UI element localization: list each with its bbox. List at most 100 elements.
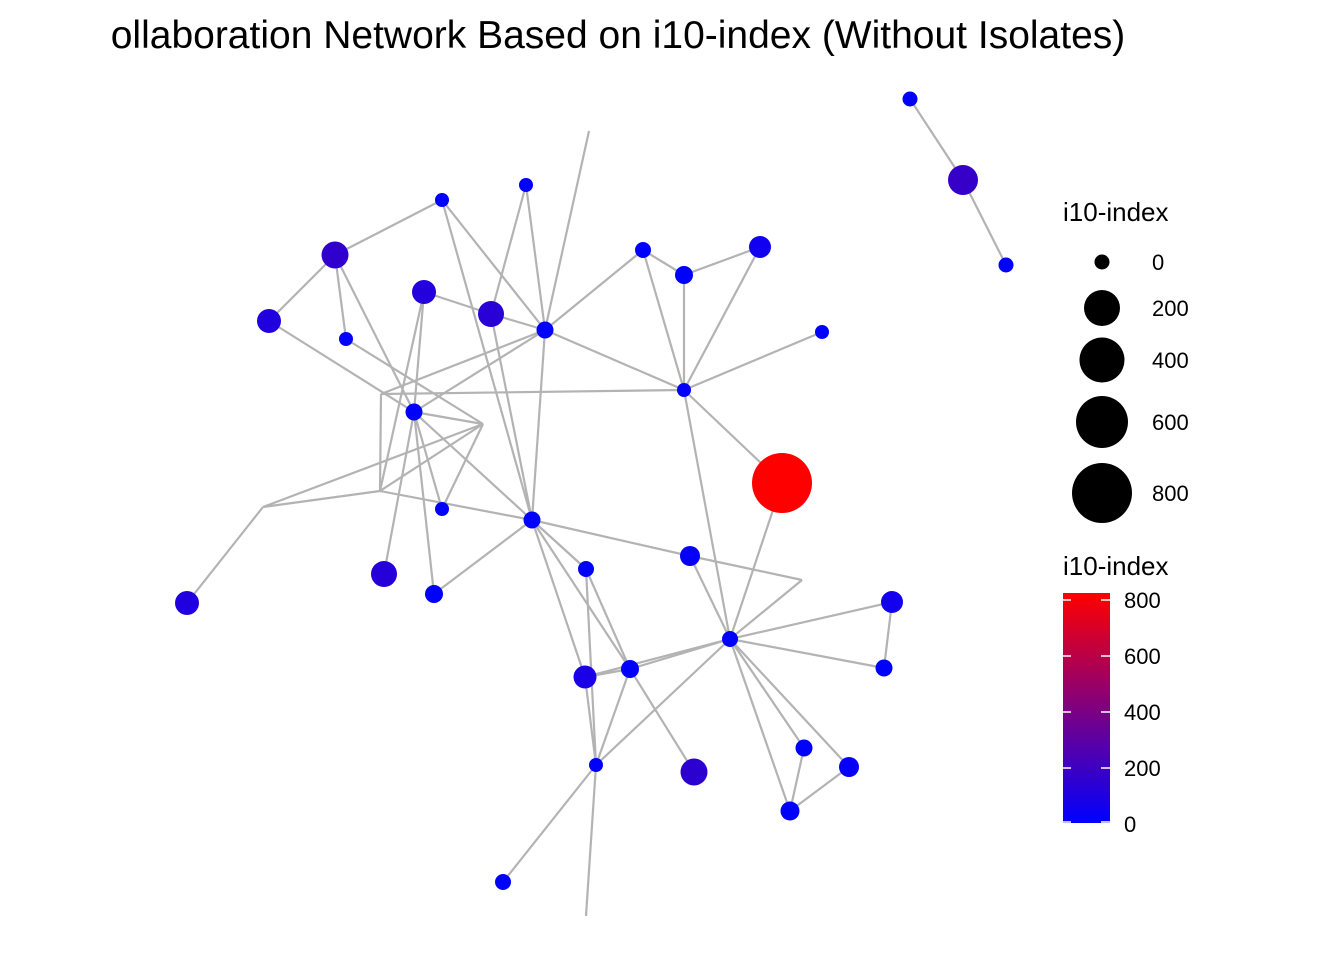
size-legend-label-800: 800 xyxy=(1152,481,1189,506)
edge xyxy=(683,246,761,391)
network-node xyxy=(902,91,918,107)
edge xyxy=(412,291,426,413)
edge xyxy=(382,411,416,575)
edge xyxy=(689,554,803,582)
network-node xyxy=(998,257,1014,273)
size-legend-label-200: 200 xyxy=(1152,296,1189,321)
edge xyxy=(412,411,436,595)
network-node xyxy=(680,546,700,566)
edge xyxy=(909,98,964,181)
network-node xyxy=(635,242,651,258)
color-legend-label-400: 400 xyxy=(1124,700,1161,725)
edge xyxy=(962,179,1007,266)
size-legend-key-600 xyxy=(1076,396,1128,448)
edge xyxy=(729,600,893,641)
edge xyxy=(333,254,348,340)
plot-title: ollaboration Network Based on i10-index … xyxy=(111,14,1126,57)
network-node xyxy=(621,660,639,678)
network-node xyxy=(495,874,511,890)
network-node xyxy=(257,309,281,333)
network-node xyxy=(875,659,893,677)
edge xyxy=(544,328,685,392)
edge xyxy=(502,764,597,883)
size-legend-key-0 xyxy=(1094,254,1110,270)
edge xyxy=(683,245,761,277)
edges-layer xyxy=(186,98,1007,917)
network-node xyxy=(815,325,829,339)
network-node xyxy=(371,561,397,587)
network-node xyxy=(478,301,504,327)
edge xyxy=(262,422,484,509)
edge xyxy=(729,638,850,768)
edge xyxy=(379,423,484,492)
edge xyxy=(641,249,686,391)
edge xyxy=(441,423,484,510)
network-node xyxy=(573,665,597,689)
edge xyxy=(729,579,803,640)
edge xyxy=(413,410,484,426)
edge xyxy=(530,329,547,521)
edge xyxy=(882,601,894,669)
color-legend-ticks xyxy=(1063,599,1110,823)
edge xyxy=(440,199,534,521)
edge xyxy=(728,638,792,812)
edge xyxy=(413,411,533,521)
edge xyxy=(594,668,632,766)
edge xyxy=(268,320,415,413)
edge xyxy=(413,329,546,413)
color-legend: i10-index 800 600 400 200 0 xyxy=(1063,551,1169,837)
edge xyxy=(583,676,598,766)
edge xyxy=(268,254,336,322)
color-legend-label-800: 800 xyxy=(1124,588,1161,613)
edge xyxy=(379,489,533,522)
edge xyxy=(433,519,533,595)
edge xyxy=(378,291,426,492)
network-node xyxy=(780,801,800,821)
edge xyxy=(489,313,534,521)
network-node xyxy=(519,178,533,192)
edge xyxy=(729,638,805,749)
size-legend-key-400 xyxy=(1079,337,1125,383)
edge xyxy=(262,489,381,509)
edge xyxy=(531,519,631,670)
network-node xyxy=(321,241,349,269)
network-node xyxy=(425,585,443,603)
color-legend-label-200: 200 xyxy=(1124,756,1161,781)
edge xyxy=(531,518,691,558)
edge xyxy=(682,389,732,640)
edge xyxy=(543,130,591,331)
edge xyxy=(629,637,731,671)
edge xyxy=(334,199,443,256)
edge xyxy=(789,766,850,812)
edge xyxy=(531,519,587,570)
edge xyxy=(584,764,598,917)
edge xyxy=(524,184,547,331)
network-node xyxy=(435,193,449,207)
edge xyxy=(729,637,885,670)
edge xyxy=(380,328,546,396)
network-node xyxy=(722,631,738,647)
network-node xyxy=(412,280,436,304)
edge xyxy=(788,747,806,812)
network-node xyxy=(749,236,771,258)
network-node xyxy=(435,502,449,516)
size-legend-label-600: 600 xyxy=(1152,410,1189,435)
edge xyxy=(378,393,383,492)
network-node xyxy=(339,332,353,346)
network-node xyxy=(948,165,978,195)
edge xyxy=(584,568,632,670)
network-node xyxy=(405,403,423,421)
color-legend-label-0: 0 xyxy=(1124,812,1136,837)
edge xyxy=(489,184,528,315)
edge xyxy=(186,506,264,604)
network-node xyxy=(589,758,603,772)
size-legend: i10-index 0 200 400 600 800 xyxy=(1063,197,1189,523)
color-legend-bar xyxy=(1063,593,1110,823)
network-node xyxy=(675,266,693,284)
edge xyxy=(380,388,685,396)
color-legend-label-600: 600 xyxy=(1124,644,1161,669)
edge xyxy=(595,638,731,766)
network-node xyxy=(536,321,554,339)
edge xyxy=(584,568,598,766)
color-legend-title: i10-index xyxy=(1063,551,1169,581)
